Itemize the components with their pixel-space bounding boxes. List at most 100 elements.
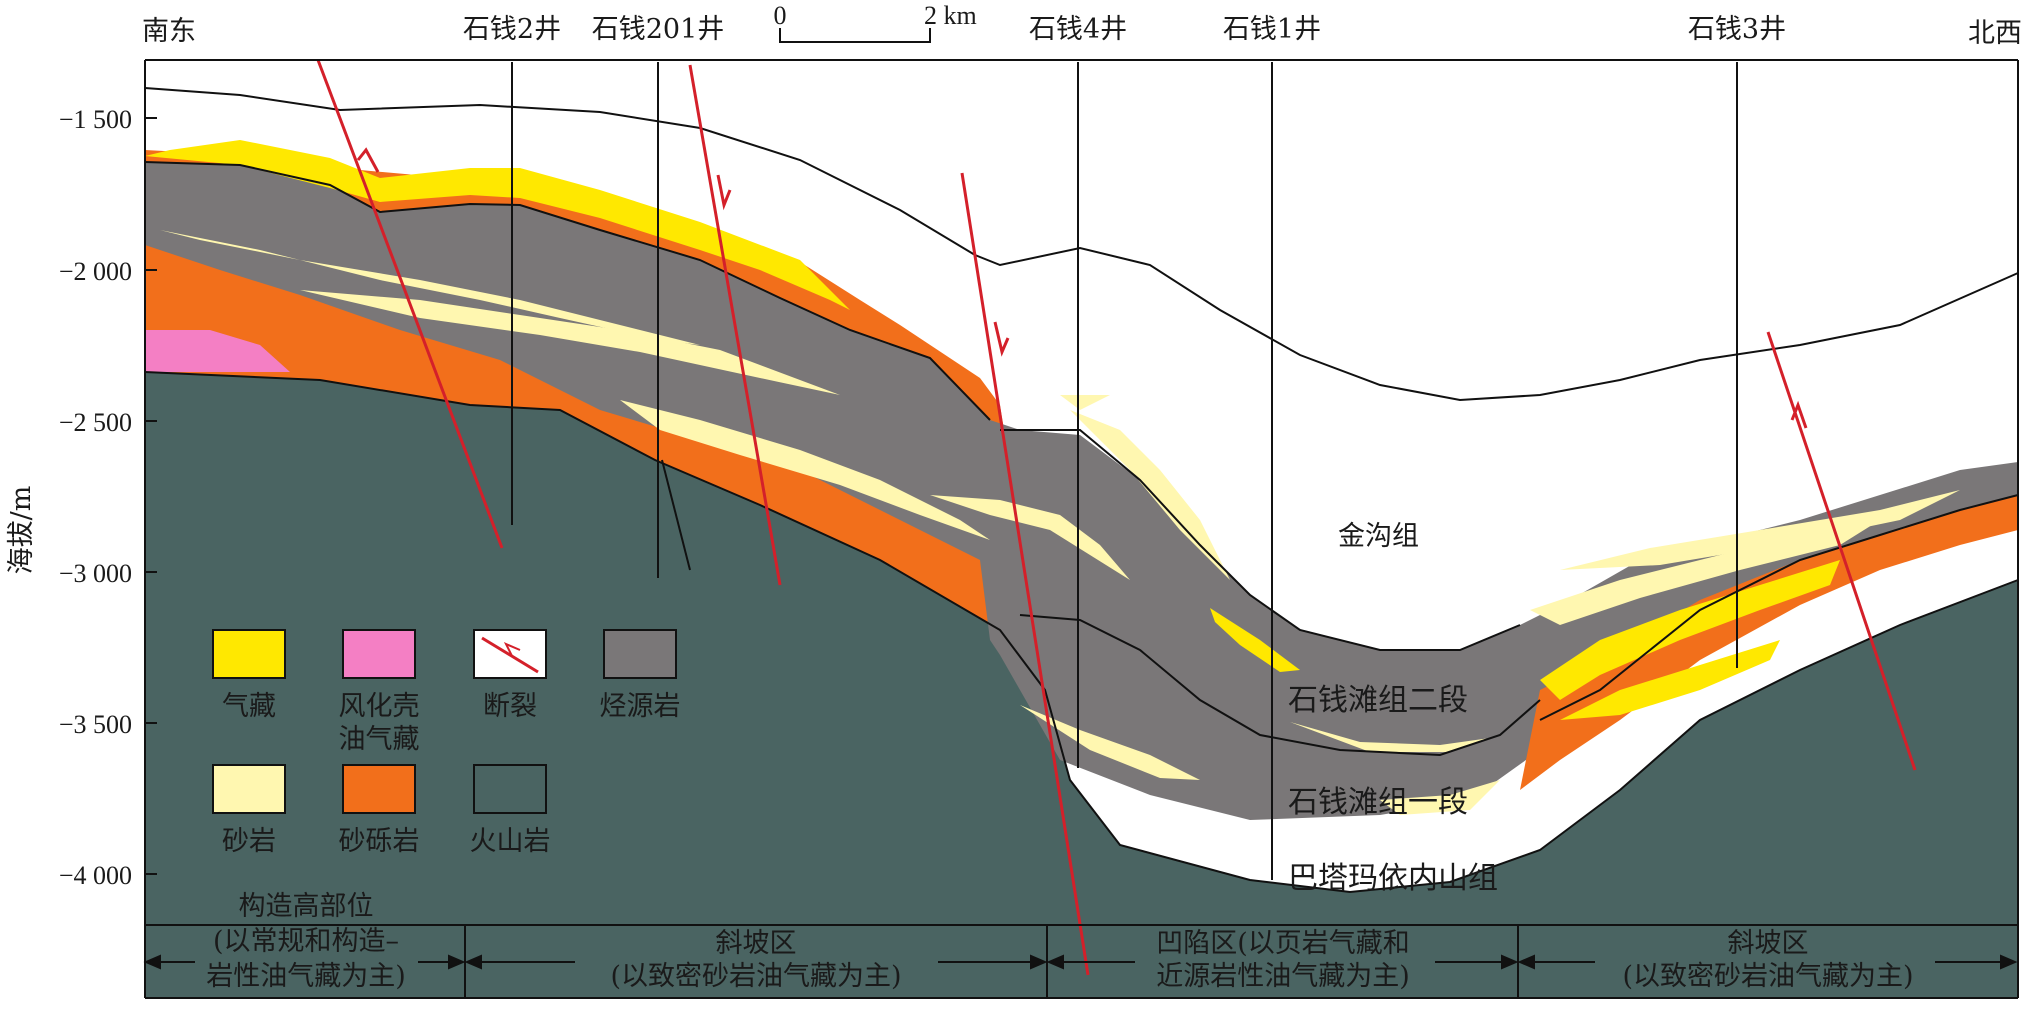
y-tick-label: −1 500 [59,105,132,134]
zone-1-line-1: 构造高部位 [239,891,374,922]
glutenite-right-wedge [1520,495,2018,790]
zone-arrowhead [1046,954,1064,970]
y-tick-label: −3 000 [59,559,132,588]
y-tick-label: −4 000 [59,861,132,890]
formation-batamayineishan: 巴塔玛依内山组 [1288,861,1498,896]
zone-arrowhead [1030,954,1048,970]
legend: 气藏 风化壳 油气藏 断裂 烃源岩 砂岩 砂砾岩 火山岩 [212,629,681,857]
zone-2-line-1: 斜坡区 [716,928,797,959]
scale-end: 2 km [924,1,977,30]
y-axis: −1 500 −2 000 −2 500 −3 000 −3 500 −4 00… [6,105,157,890]
sandstone-lens [1290,722,1490,752]
legend-swatch-glutenite [342,764,416,814]
fault-arrow [1790,400,1808,429]
fault-line [316,59,504,549]
y-tick-marks [145,117,157,875]
y-tick-label: −2 500 [59,408,132,437]
well-label: 石钱1井 [1223,14,1321,45]
sandstone-lenses [160,230,1960,815]
member-boundary-line [1019,614,1541,757]
sandstone-lens [1070,410,1230,580]
header: 南东 北西 石钱2井 石钱201井 石钱4井 石钱1井 石钱3井 0 2 km [142,1,2022,49]
zone-3-line-1: 凹陷区(以页岩气藏和 [1156,928,1410,959]
y-axis-title: 海拔/m [6,486,37,575]
sandstone-lens [160,230,700,345]
member-boundary-line-2 [1000,429,1521,651]
formation-shiqiantan-1: 石钱滩组一段 [1288,785,1468,820]
minor-fault [661,459,691,571]
sandstone-lens [300,290,840,395]
zone-4-line-1: 斜坡区 [1728,928,1809,959]
legend-swatch-gas [212,629,286,679]
zone-arrowhead [2000,954,2018,970]
direction-left: 南东 [142,16,196,47]
zone-arrowhead [448,954,466,970]
fault-line [960,172,1090,976]
source-rock-top-line [144,161,991,421]
sandstone-lens [1060,395,1110,410]
sandstone-lens [930,495,1130,580]
legend-label-glutenite: 砂砾岩 [339,826,420,857]
boundary-lines [144,87,2019,894]
zone-arrowhead [1501,954,1519,970]
y-tick-label: −2 000 [59,257,132,286]
legend-label-weathered-1: 风化壳 [339,691,420,722]
legend-label-weathered-2: 油气藏 [339,724,420,755]
zone-arrows [143,954,2018,970]
direction-right: 北西 [1968,18,2022,49]
gas-right [1540,560,1840,700]
gas-right-2 [1560,640,1780,720]
legend-swatch-sandstone [212,764,286,814]
formation-jingou: 金沟组 [1338,521,1419,552]
fault-arrow [356,147,380,173]
formation-labels: 金沟组 石钱滩组二段 石钱滩组一段 巴塔玛依内山组 [1288,521,1498,896]
fault-arrow [716,174,732,211]
sandstone-lens [1380,780,1500,815]
legend-swatch-weathered [342,629,416,679]
fault-line [688,64,782,586]
zone-arrowhead [143,954,161,970]
legend-label-sandstone: 砂岩 [222,826,276,857]
legend-label-source-rock: 烃源岩 [600,691,681,722]
zone-dividers [464,925,1519,998]
well-label: 石钱3井 [1688,14,1786,45]
volcanic-layer [145,372,2018,998]
sandstone-lens [1020,705,1200,780]
legend-fault-arrow-icon [503,642,521,657]
well-lines [511,62,1738,880]
well-label: 石钱2井 [463,14,561,45]
formation-shiqiantan-2: 石钱滩组二段 [1288,683,1468,718]
fault-arrow [993,321,1010,357]
legend-label-gas: 气藏 [222,691,276,722]
frame [144,59,2019,999]
legend-swatch-source-rock [603,629,677,679]
legend-label-volcanic: 火山岩 [470,826,551,857]
zone-1-line-2: (以常规和构造– [213,926,399,957]
zone-arrowhead [1517,954,1535,970]
scale-zero: 0 [774,1,787,30]
fault-line [1766,331,1917,771]
gas-center [1210,608,1300,672]
legend-fault-icon [481,636,539,674]
weathered-crust-layer [145,330,290,372]
zone-strip: 构造高部位 (以常规和构造– 岩性油气藏为主) 斜坡区 (以致密砂岩油气藏为主)… [143,891,2018,998]
sandstone-lens [1530,520,1880,625]
scale-bar-line [779,28,931,43]
volcanic-top-line [144,371,2019,894]
surface-line [144,87,2019,402]
y-tick-label: −3 500 [59,710,132,739]
legend-label-fault: 断裂 [483,691,537,722]
zone-arrowhead [464,954,482,970]
zone-3-line-2: 近源岩性油气藏为主) [1156,961,1410,992]
zone-4-line-2: (以致密砂岩油气藏为主) [1622,961,1913,992]
faults [316,59,1917,976]
sandstone-lens [1560,490,1960,570]
well-label: 石钱4井 [1029,14,1127,45]
right-slope-line [1539,494,2019,721]
zone-2-line-2: (以致密砂岩油气藏为主) [610,961,901,992]
sandstone-lens [620,400,990,540]
scale-bar: 0 2 km [774,1,977,43]
zone-1-line-3: 岩性油气藏为主) [206,961,406,992]
